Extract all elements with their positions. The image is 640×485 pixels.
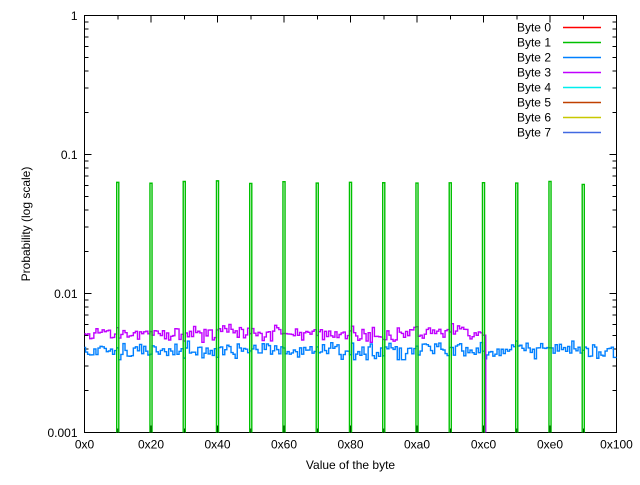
series-byte-1 [116, 180, 585, 433]
legend-label: Byte 2 [517, 51, 551, 65]
legend-entry-byte-7: Byte 7 [517, 126, 601, 140]
x-tick-label: 0x0 [75, 438, 95, 452]
legend-entry-byte-0: Byte 0 [517, 21, 601, 35]
y-axis-title: Probability (log scale) [19, 167, 33, 282]
legend-entry-byte-3: Byte 3 [517, 66, 601, 80]
x-axis-title: Value of the byte [306, 458, 396, 472]
y-tick-label: 0.1 [61, 148, 78, 162]
y-tick-label: 0.01 [54, 287, 78, 301]
legend-label: Byte 7 [517, 126, 551, 140]
x-tick-label: 0xa0 [404, 438, 430, 452]
x-tick-label: 0x60 [271, 438, 297, 452]
x-tick-label: 0xc0 [471, 438, 497, 452]
legend-entry-byte-2: Byte 2 [517, 51, 601, 65]
legend-entry-byte-5: Byte 5 [517, 96, 601, 110]
legend-label: Byte 1 [517, 36, 551, 50]
y-tick-label: 1 [71, 9, 78, 23]
legend-label: Byte 6 [517, 111, 551, 125]
y-tick-label: 0.001 [47, 426, 77, 440]
legend-entry-byte-4: Byte 4 [517, 81, 601, 95]
series-byte-2 [84, 340, 617, 361]
x-tick-label: 0x80 [337, 438, 363, 452]
legend-entry-byte-1: Byte 1 [517, 36, 601, 50]
x-tick-label: 0xe0 [537, 438, 563, 452]
legend-label: Byte 4 [517, 81, 551, 95]
axis-ticks [84, 15, 617, 433]
legend-label: Byte 5 [517, 96, 551, 110]
x-tick-label: 0x20 [138, 438, 164, 452]
x-tick-label: 0x40 [204, 438, 230, 452]
legend-label: Byte 0 [517, 21, 551, 35]
legend-entry-byte-6: Byte 6 [517, 111, 601, 125]
legend-label: Byte 3 [517, 66, 551, 80]
x-tick-label: 0x100 [600, 438, 633, 452]
